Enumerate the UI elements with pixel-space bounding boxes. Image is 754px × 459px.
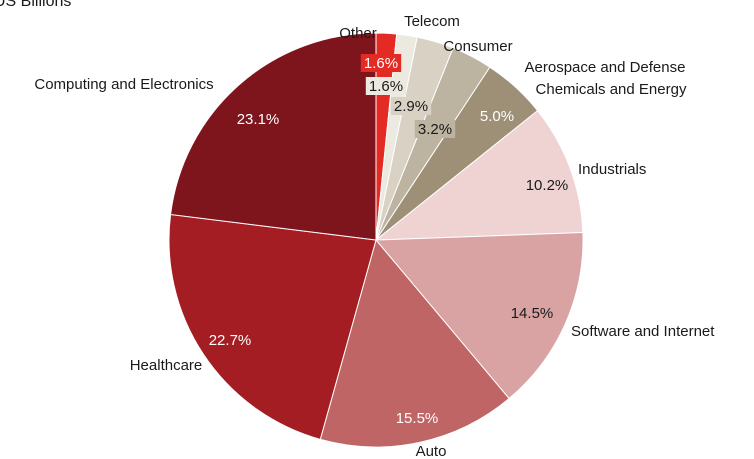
percent-label-healthcare: 22.7% bbox=[209, 332, 252, 349]
percent-label-telecom: 1.6% bbox=[369, 78, 403, 95]
percent-label-bg-aerospace-and-defense bbox=[414, 120, 456, 138]
pie-labels: Other 1.6% Telecom 1.6% Consumer 2.9% Aerospac… bbox=[34, 13, 715, 459]
pie-slice-healthcare bbox=[168, 213, 377, 440]
percent-label-other: 1.6% bbox=[364, 55, 398, 72]
pie-slice-software-and-internet bbox=[374, 232, 584, 400]
category-label-healthcare: Healthcare bbox=[130, 357, 203, 374]
category-label-chemicals-and-energy: Chemicals and Energy bbox=[536, 81, 687, 98]
percent-label-bg-consumer bbox=[390, 97, 432, 115]
category-label-other: Other bbox=[339, 25, 377, 42]
category-label-auto: Auto bbox=[416, 443, 447, 459]
percent-label-bg-other bbox=[360, 54, 402, 72]
category-label-aerospace-and-defense: Aerospace and Defense bbox=[525, 59, 686, 76]
category-label-industrials: Industrials bbox=[578, 161, 646, 178]
percent-label-aerospace-and-defense: 3.2% bbox=[418, 121, 452, 138]
category-label-telecom: Telecom bbox=[404, 13, 460, 30]
category-label-computing-and-electronics: Computing and Electronics bbox=[34, 76, 213, 93]
category-label-software-and-internet: Software and Internet bbox=[571, 323, 715, 340]
pie-slice-computing-and-electronics bbox=[170, 32, 377, 241]
pie-slice-industrials bbox=[374, 109, 584, 241]
category-label-consumer: Consumer bbox=[443, 38, 512, 55]
percent-label-auto: 15.5% bbox=[396, 410, 439, 427]
percent-label-computing-and-electronics: 23.1% bbox=[237, 111, 280, 128]
percent-label-industrials: 10.2% bbox=[526, 177, 569, 194]
percent-label-bg-telecom bbox=[365, 77, 407, 95]
percent-label-chemicals-and-energy: 5.0% bbox=[480, 108, 514, 125]
pie-slices bbox=[168, 32, 584, 448]
percent-label-software-and-internet: 14.5% bbox=[511, 305, 554, 322]
chart-unit-label: US Billions bbox=[0, 0, 72, 10]
percent-label-consumer: 2.9% bbox=[394, 98, 428, 115]
pie-slice-auto bbox=[319, 238, 510, 448]
